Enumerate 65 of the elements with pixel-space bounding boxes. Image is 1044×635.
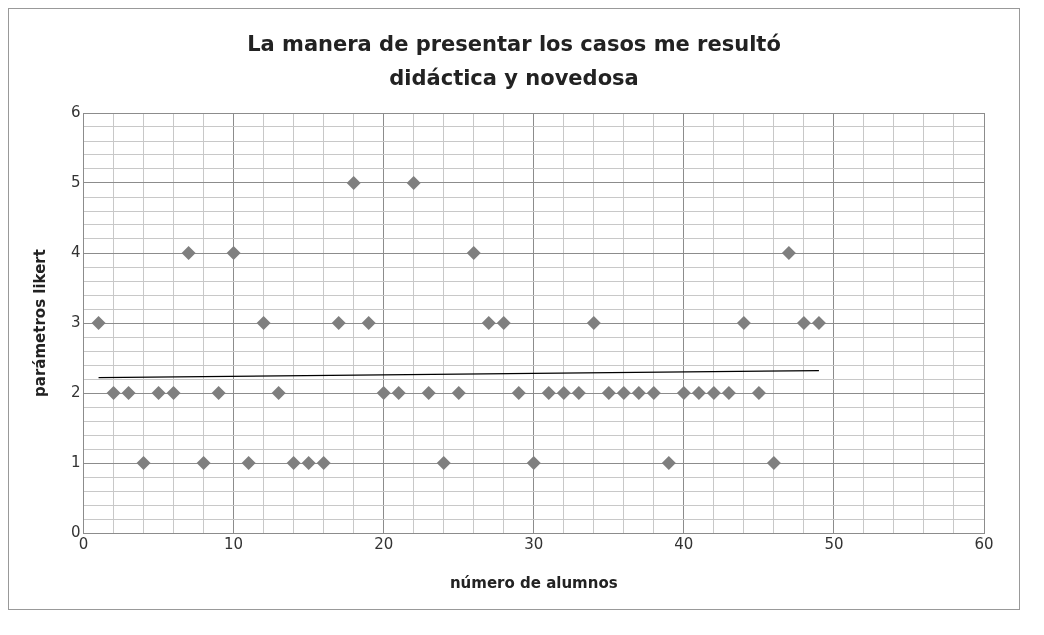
point — [631, 386, 646, 400]
point — [286, 456, 301, 470]
point — [481, 316, 496, 330]
point — [121, 386, 136, 400]
point — [406, 176, 421, 190]
y-tick-label: 2 — [71, 382, 81, 401]
point — [691, 386, 706, 400]
point — [106, 386, 121, 400]
point — [781, 246, 796, 260]
point — [181, 246, 196, 260]
point — [241, 456, 256, 470]
x-tick-label: 50 — [824, 534, 844, 553]
point — [526, 456, 541, 470]
point — [721, 386, 736, 400]
point — [661, 456, 676, 470]
x-tick-label: 40 — [674, 534, 694, 553]
point — [541, 386, 556, 400]
point — [376, 386, 391, 400]
point — [466, 246, 481, 260]
y-tick-label: 4 — [71, 242, 81, 261]
point — [91, 316, 106, 330]
point — [616, 386, 631, 400]
point — [496, 316, 511, 330]
y-tick-label: 5 — [71, 172, 81, 191]
point — [256, 316, 271, 330]
point — [766, 456, 781, 470]
point — [151, 386, 166, 400]
point — [601, 386, 616, 400]
point — [271, 386, 286, 400]
point — [301, 456, 316, 470]
point — [811, 316, 826, 330]
point — [316, 456, 331, 470]
y-tick-label: 0 — [71, 522, 81, 541]
point — [421, 386, 436, 400]
point — [196, 456, 211, 470]
point — [736, 316, 751, 330]
point — [706, 386, 721, 400]
point — [511, 386, 526, 400]
y-axis-title: parámetros likert — [30, 249, 49, 397]
point — [571, 386, 586, 400]
point — [211, 386, 226, 400]
point — [586, 316, 601, 330]
point — [751, 386, 766, 400]
point — [451, 386, 466, 400]
point — [331, 316, 346, 330]
chart-title: La manera de presentar los casos me resultó didáctica y novedosa — [246, 31, 782, 92]
x-tick-label: 20 — [374, 534, 394, 553]
point — [676, 386, 691, 400]
x-tick-label: 30 — [524, 534, 544, 553]
point — [391, 386, 406, 400]
y-tick-label: 6 — [71, 102, 81, 121]
point — [226, 246, 241, 260]
x-tick-label: 60 — [974, 534, 994, 553]
point — [166, 386, 181, 400]
y-tick-label: 1 — [71, 452, 81, 471]
point — [136, 456, 151, 470]
point — [556, 386, 571, 400]
point — [436, 456, 451, 470]
point — [346, 176, 361, 190]
point — [646, 386, 661, 400]
y-tick-label: 3 — [71, 312, 81, 331]
x-axis-title: número de alumnos — [449, 573, 618, 592]
point — [796, 316, 811, 330]
point — [361, 316, 376, 330]
x-tick-label: 10 — [224, 534, 244, 553]
